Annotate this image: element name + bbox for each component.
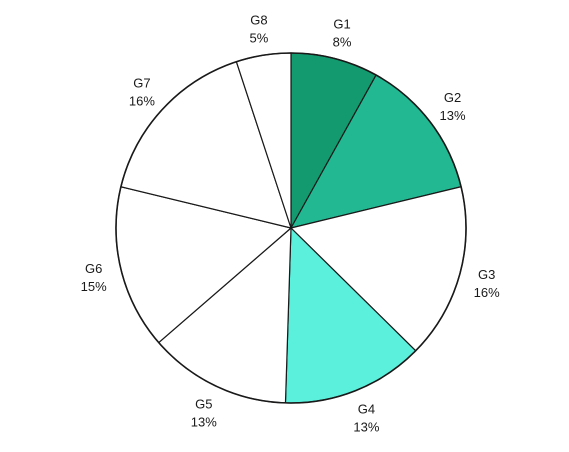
- slice-value-g5: 13%: [191, 414, 217, 429]
- pie-outline: [115, 52, 467, 404]
- slice-value-g2: 13%: [439, 108, 465, 123]
- slice-label-g2: G2: [444, 90, 461, 105]
- pie-labels: G1 8% G2 13% G3 16% G4 13% G5 13% G6 15% G7 16% G8 5%: [81, 13, 500, 435]
- slice-label-g7: G7: [133, 75, 150, 90]
- slice-label-g1: G1: [333, 17, 350, 32]
- slice-label-g8: G8: [250, 13, 267, 28]
- slice-label-g3: G3: [478, 267, 495, 282]
- slice-value-g8: 5%: [250, 31, 269, 46]
- slice-value-g7: 16%: [129, 93, 155, 108]
- slice-label-g5: G5: [195, 396, 212, 411]
- slice-label-g6: G6: [85, 261, 102, 276]
- slice-value-g1: 8%: [333, 35, 352, 50]
- slice-value-g4: 13%: [353, 420, 379, 435]
- slice-value-g6: 15%: [81, 279, 107, 294]
- pie-slices: [115, 52, 467, 404]
- slice-label-g4: G4: [358, 402, 375, 417]
- slice-value-g3: 16%: [474, 285, 500, 300]
